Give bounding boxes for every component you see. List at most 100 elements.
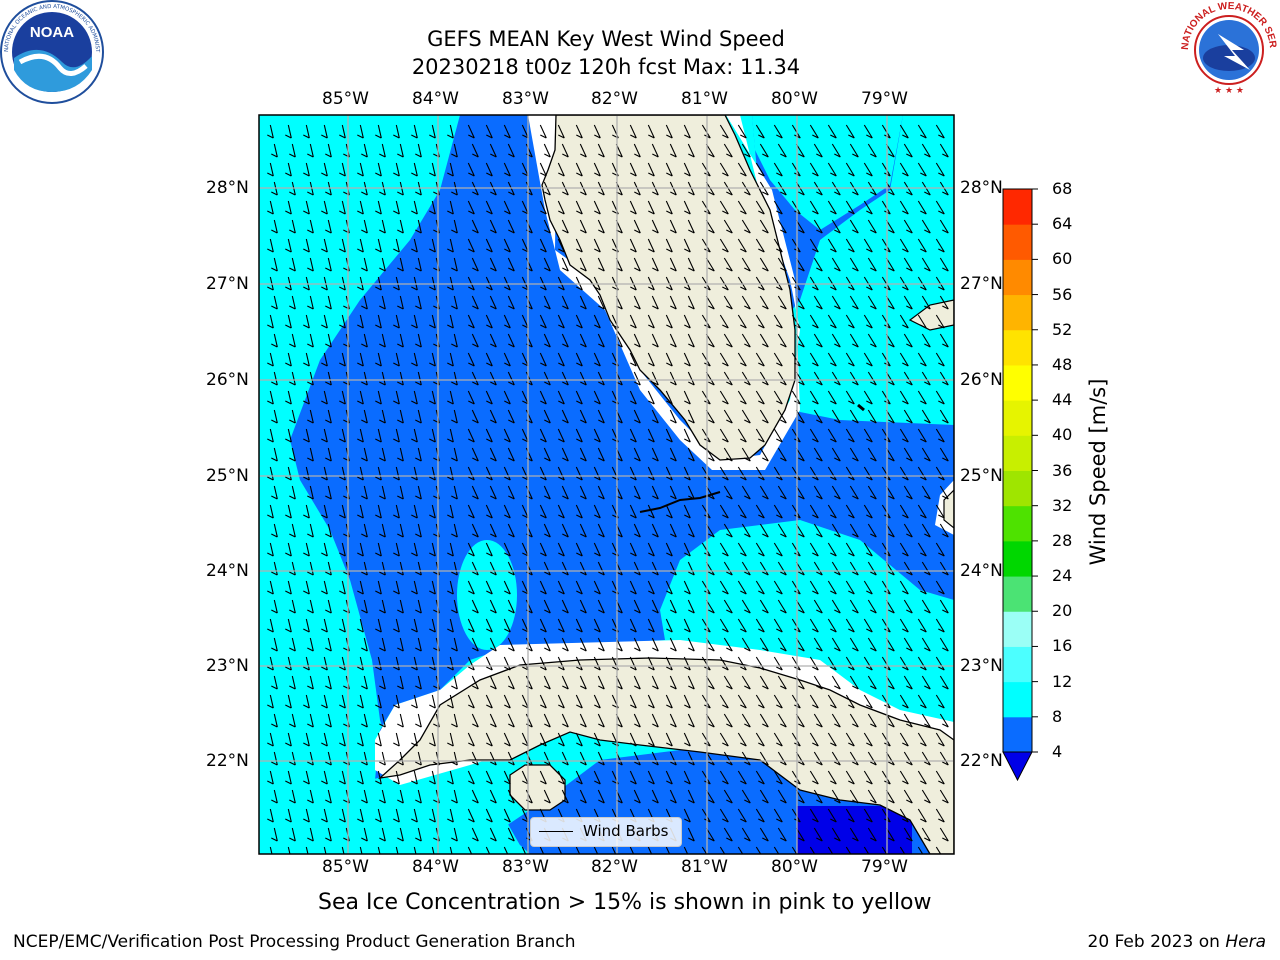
wind-barb xyxy=(899,732,909,747)
wind-barb xyxy=(633,523,641,538)
wind-barb xyxy=(289,257,296,272)
wind-barb xyxy=(669,713,677,728)
wind-barb xyxy=(307,485,314,500)
wind-barb xyxy=(935,808,945,823)
wind-barb xyxy=(503,428,511,443)
wind-barb xyxy=(921,333,931,348)
wind-barb xyxy=(723,827,733,842)
wind-barb xyxy=(321,808,328,823)
wind-barb xyxy=(849,789,859,804)
wind-barb xyxy=(903,637,913,652)
wind-barb xyxy=(845,124,855,139)
wind-barb xyxy=(629,770,637,785)
wind-barb xyxy=(683,808,691,823)
wind-barb xyxy=(723,637,733,652)
wind-barb xyxy=(813,447,823,462)
wind-barb xyxy=(561,143,569,158)
wind-barb xyxy=(687,257,695,272)
wind-barb xyxy=(379,827,386,842)
wind-barb xyxy=(921,447,931,462)
wind-barb xyxy=(593,314,601,329)
wind-barb xyxy=(415,409,422,424)
wind-barb xyxy=(307,371,314,386)
wind-barb xyxy=(719,124,729,139)
wind-barb xyxy=(415,599,422,614)
wind-barb xyxy=(849,295,859,310)
wind-barb xyxy=(503,656,511,671)
wind-band-8-12-ne xyxy=(752,115,903,230)
wind-barb xyxy=(361,485,368,500)
wind-barb xyxy=(935,504,945,519)
wind-barb xyxy=(939,333,949,348)
wind-barb xyxy=(809,162,819,177)
lat-tick-right: 23°N xyxy=(960,656,1003,676)
wind-barb xyxy=(939,371,949,386)
wind-barb xyxy=(597,561,605,576)
wind-barb xyxy=(831,143,841,158)
wind-barb xyxy=(741,675,751,690)
wind-barb xyxy=(429,428,436,443)
wind-barb xyxy=(921,637,931,652)
wind-barb xyxy=(917,238,927,253)
wind-barb xyxy=(307,789,314,804)
colorbar-tick-label: 68 xyxy=(1052,179,1073,198)
wind-barb xyxy=(471,333,479,348)
wind-barb xyxy=(357,542,364,557)
wind-barb xyxy=(507,789,515,804)
wind-barb xyxy=(447,352,454,367)
wind-barb xyxy=(321,770,328,785)
wind-barb xyxy=(723,219,733,234)
wind-barb xyxy=(777,447,787,462)
wind-barb xyxy=(633,637,641,652)
wind-barb xyxy=(773,314,783,329)
wind-barb xyxy=(379,295,386,310)
wind-barb xyxy=(669,751,677,766)
wind-barb xyxy=(289,713,296,728)
wind-barb xyxy=(737,504,747,519)
wind-barb xyxy=(357,238,364,253)
wind-barb xyxy=(575,124,583,139)
chart-title-line2: 20230218 t00z 120h fcst Max: 11.34 xyxy=(411,55,801,79)
wind-barb xyxy=(303,466,310,481)
wind-barb xyxy=(271,371,278,386)
wind-barb xyxy=(755,162,765,177)
wind-barb xyxy=(271,523,278,538)
wind-barb xyxy=(759,827,769,842)
wind-barb xyxy=(289,675,296,690)
wind-barb xyxy=(339,808,346,823)
wind-barb xyxy=(357,314,364,329)
wind-barb xyxy=(899,542,909,557)
wind-barb xyxy=(651,713,659,728)
wind-barb xyxy=(741,789,751,804)
wind-barb xyxy=(845,162,855,177)
wind-barb xyxy=(267,314,274,329)
wind-barb xyxy=(467,694,475,709)
wind-barb xyxy=(557,428,565,443)
wind-barb xyxy=(777,637,787,652)
wind-barb xyxy=(451,751,458,766)
wind-barb xyxy=(867,523,877,538)
wind-barb xyxy=(633,599,641,614)
wind-barb xyxy=(397,409,404,424)
wind-barb xyxy=(507,143,515,158)
colorbar-tick-label: 52 xyxy=(1052,319,1073,339)
wind-barb xyxy=(683,466,691,481)
wind-barb xyxy=(863,504,873,519)
wind-barb xyxy=(597,143,605,158)
wind-barb xyxy=(651,371,659,386)
wind-barb xyxy=(903,523,913,538)
wind-barb xyxy=(471,751,479,766)
wind-barb xyxy=(579,599,587,614)
wind-barb xyxy=(939,599,949,614)
wind-barb xyxy=(849,827,859,842)
wind-barb xyxy=(917,770,927,785)
wind-barb xyxy=(737,732,747,747)
wind-barb xyxy=(285,694,292,709)
wind-barb xyxy=(307,599,314,614)
wind-barb xyxy=(917,808,927,823)
wind-barb xyxy=(665,428,673,443)
wind-barb xyxy=(903,561,913,576)
wind-barb xyxy=(397,827,404,842)
wind-barb xyxy=(415,219,422,234)
wind-barb xyxy=(741,751,751,766)
